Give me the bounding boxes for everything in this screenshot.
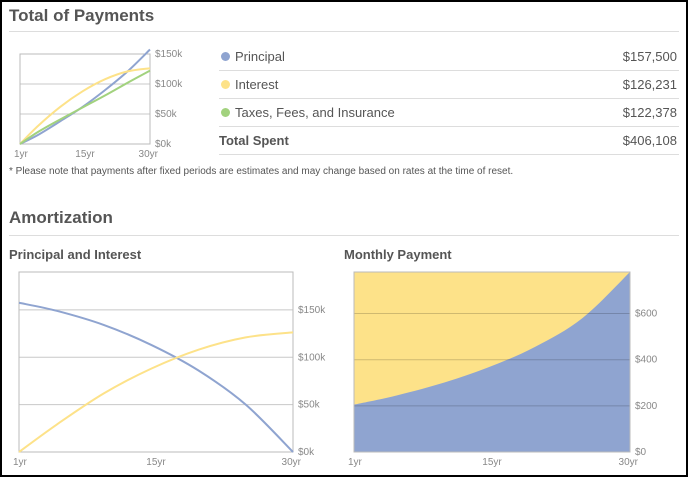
legend-label: Taxes, Fees, and Insurance <box>235 105 395 120</box>
legend-row-taxes: Taxes, Fees, and Insurance $122,378 <box>219 99 679 127</box>
payments-title: Total of Payments <box>9 6 155 25</box>
series-line-principal <box>18 301 294 453</box>
principal-interest-title: Principal and Interest <box>9 247 142 262</box>
y-tick-label: $0k <box>298 447 315 458</box>
plot-frame <box>353 271 631 453</box>
y-tick-label: $50k <box>155 109 178 120</box>
legend-row-interest: Interest $126,231 <box>219 71 679 99</box>
y-tick-label: $150k <box>298 305 326 316</box>
legend-label: Interest <box>235 77 279 92</box>
legend-row-principal: Principal $157,500 <box>219 43 679 71</box>
total-label: Total Spent <box>219 133 289 148</box>
principal-interest-chart: $0k $50k $100k $150k 1yr 15yr 30yr <box>13 271 326 468</box>
x-tick-label: 30yr <box>139 149 159 160</box>
series-line-principal <box>19 48 151 145</box>
interest-dot-icon <box>221 80 230 89</box>
x-tick-label: 15yr <box>482 457 502 468</box>
y-tick-label: $50k <box>298 400 321 411</box>
y-tick-label: $0 <box>635 447 647 458</box>
x-tick-label: 1yr <box>14 149 29 160</box>
payments-divider <box>9 31 679 32</box>
total-payments-chart: $0k $50k $100k $150k 1yr 15yr 30yr <box>14 48 183 160</box>
x-tick-label: 15yr <box>75 149 95 160</box>
series-line-interest <box>19 67 151 145</box>
rate-reset-note: * Please note that payments after fixed … <box>9 166 514 177</box>
y-tick-label: $0k <box>155 139 172 150</box>
x-tick-label: 15yr <box>146 457 166 468</box>
series-line-interest <box>18 331 294 453</box>
x-tick-label: 30yr <box>619 457 639 468</box>
monthly-payment-chart: $0 $200 $400 $600 1yr 15yr 30yr <box>348 271 658 468</box>
legend-amount: $157,500 <box>622 49 677 64</box>
legend-row-total: Total Spent $406,108 <box>219 127 679 155</box>
legend-label: Principal <box>235 49 285 64</box>
y-tick-label: $100k <box>298 352 326 363</box>
x-tick-label: 1yr <box>348 457 363 468</box>
amortization-divider <box>9 235 679 236</box>
y-tick-label: $400 <box>635 355 658 366</box>
y-tick-label: $600 <box>635 309 658 320</box>
plot-frame <box>18 271 294 453</box>
legend-amount: $126,231 <box>622 77 677 92</box>
series-line-taxes, <box>19 69 151 145</box>
plot-frame <box>19 53 151 145</box>
principal-dot-icon <box>221 52 230 61</box>
monthly-payment-title: Monthly Payment <box>344 247 452 262</box>
principal-area <box>354 272 630 452</box>
total-amount: $406,108 <box>622 133 677 148</box>
y-tick-label: $150k <box>155 49 183 60</box>
legend-amount: $122,378 <box>622 105 677 120</box>
x-tick-label: 1yr <box>13 457 28 468</box>
amortization-title: Amortization <box>9 208 113 227</box>
taxes-dot-icon <box>221 108 230 117</box>
x-tick-label: 30yr <box>282 457 302 468</box>
y-tick-label: $100k <box>155 79 183 90</box>
y-tick-label: $200 <box>635 401 658 412</box>
